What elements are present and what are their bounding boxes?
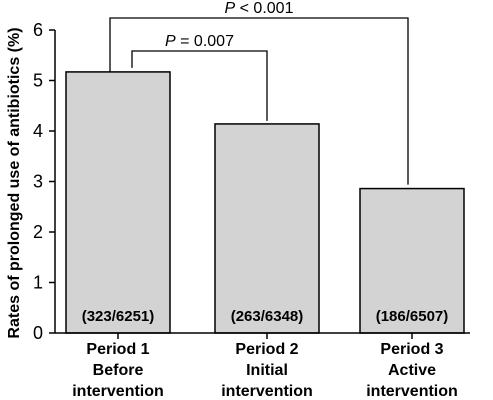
x-category-label-line: Initial bbox=[246, 362, 288, 379]
bar bbox=[65, 71, 171, 334]
bar-count-label: (323/6251) bbox=[82, 308, 155, 325]
y-tick-label: 6 bbox=[33, 20, 43, 40]
x-category-label: Period 2 Initial intervention bbox=[221, 341, 313, 400]
y-tick-label: 5 bbox=[33, 71, 43, 91]
y-tick-label: 2 bbox=[33, 222, 43, 242]
significance-bracket bbox=[109, 17, 409, 185]
bar-count-label: (263/6348) bbox=[231, 308, 304, 325]
p-value: < 0.001 bbox=[235, 0, 293, 17]
p-symbol: P bbox=[165, 33, 176, 50]
y-tick-label: 1 bbox=[33, 273, 43, 293]
x-category-label-line: intervention bbox=[72, 383, 164, 400]
bar bbox=[359, 187, 465, 334]
y-axis-label: Rates of prolonged use of antibiotics (%… bbox=[6, 27, 23, 338]
y-tick-label: 0 bbox=[33, 323, 43, 343]
x-category-label-line: Active bbox=[388, 362, 436, 379]
y-axis: 0 1 2 3 4 5 6 bbox=[33, 20, 56, 343]
p-value: = 0.007 bbox=[176, 33, 234, 50]
x-category-label: Period 3 Active intervention bbox=[366, 341, 458, 400]
y-tick-label: 3 bbox=[33, 172, 43, 192]
x-category-label-line: intervention bbox=[366, 383, 458, 400]
y-tick-label: 4 bbox=[33, 121, 43, 141]
x-category-label-line: Period 3 bbox=[380, 341, 443, 358]
x-category-label: Period 1 Before intervention bbox=[72, 341, 164, 400]
p-symbol: P bbox=[225, 0, 236, 17]
x-category-label-line: intervention bbox=[221, 383, 313, 400]
x-category-label-line: Before bbox=[93, 362, 144, 379]
x-axis: Period 1 Before intervention Period 2 Initia… bbox=[55, 332, 470, 400]
x-category-label-line: Period 1 bbox=[86, 341, 149, 358]
bar-count-label: (186/6507) bbox=[376, 308, 449, 325]
p-value-label: P = 0.007 bbox=[165, 33, 234, 50]
significance-bracket bbox=[131, 50, 268, 121]
p-value-label: P < 0.001 bbox=[225, 0, 294, 17]
x-category-label-line: Period 2 bbox=[235, 341, 298, 358]
bars: (323/6251) (263/6348) (186/6507) bbox=[65, 71, 465, 334]
bar bbox=[214, 123, 320, 334]
